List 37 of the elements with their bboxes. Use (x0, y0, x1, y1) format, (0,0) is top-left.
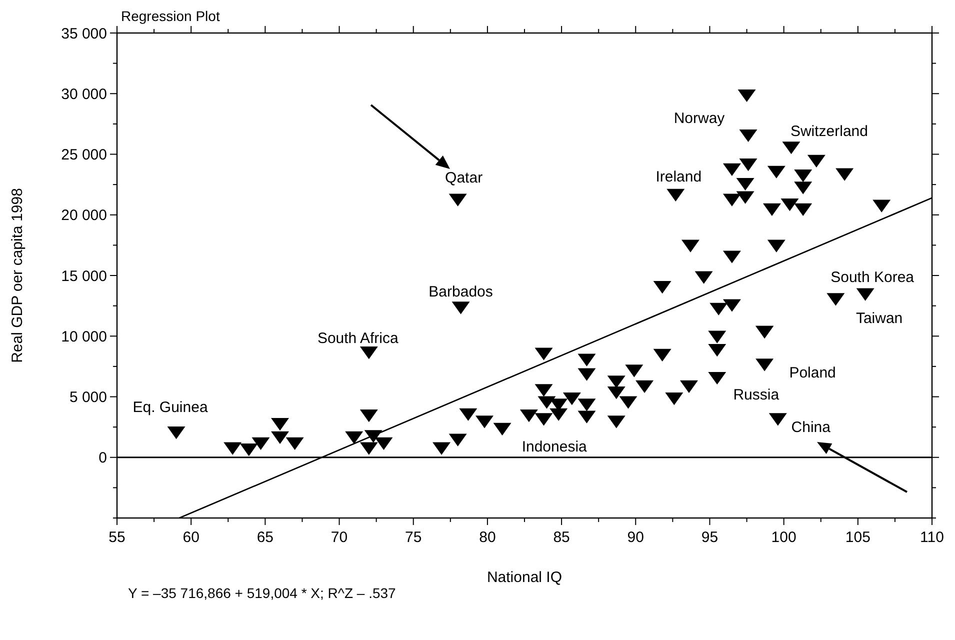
annotation: Barbados (428, 283, 493, 300)
x-axis-title: National IQ (486, 569, 562, 586)
annotation: Switzerland (790, 123, 868, 140)
annotation: Qatar (445, 169, 483, 186)
annotation: Ireland (656, 168, 702, 186)
x-tick-label: 110 (920, 529, 944, 546)
chart-title: Regression Plot (121, 8, 220, 24)
x-tick-label: 80 (479, 529, 496, 546)
annotation: Eq. Guinea (132, 399, 208, 416)
annotation: Indonesia (522, 438, 588, 456)
annotation: Norway (674, 110, 726, 128)
annotation: Russia (733, 386, 780, 404)
annotation: South Africa (317, 330, 400, 348)
x-tick-label: 100 (771, 529, 796, 546)
y-tick-label: 30 000 (61, 86, 107, 103)
x-tick-label: 95 (701, 529, 718, 546)
y-tick-label: 35 000 (61, 25, 107, 42)
y-tick-label: 0 (98, 450, 107, 467)
annotation: Taiwan (856, 310, 903, 327)
x-tick-label: 90 (627, 529, 644, 546)
y-tick-label: 25 000 (61, 146, 107, 164)
annotation: Poland (789, 364, 836, 382)
annotation: South Korea (830, 268, 915, 286)
y-axis-title: Real GDP oer capita 1998 (9, 188, 26, 363)
x-tick-label: 60 (182, 529, 200, 546)
y-tick-label: 5 000 (69, 389, 107, 406)
text: Y = –35 716,866 + 519,004 * X; R^Z – .537 (128, 585, 396, 601)
y-tick-label: 10 000 (61, 328, 107, 346)
x-tick-label: 65 (256, 529, 274, 546)
x-tick-label: 70 (330, 529, 348, 546)
x-tick-label: 105 (845, 529, 870, 546)
y-tick-label: 20 000 (61, 207, 107, 224)
x-tick-label: 55 (108, 529, 126, 546)
x-tick-label: 75 (405, 529, 422, 546)
x-tick-label: 85 (553, 529, 570, 546)
annotation: China (791, 418, 832, 436)
y-tick-label: 15 000 (61, 268, 107, 285)
